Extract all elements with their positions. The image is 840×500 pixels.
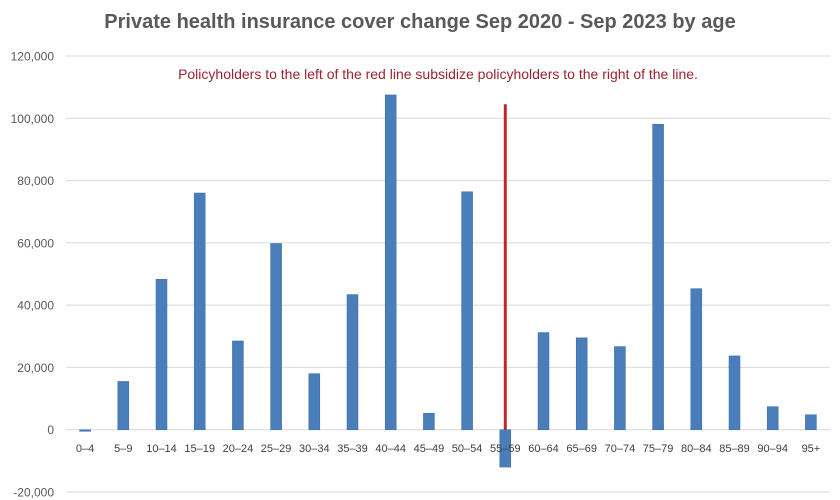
x-tick-label: 30–34 [299,443,330,455]
y-tick-label: 100,000 [11,112,55,126]
y-tick-label: 120,000 [11,50,55,64]
x-tick-label: 35–39 [337,443,368,455]
y-axis-tick-labels: -20,000 0 20,000 40,000 60,000 80,000 100,000 1… [11,50,55,500]
y-tick-label: 40,000 [17,299,54,313]
bar [614,346,626,430]
x-tick-label: 0–4 [76,443,94,455]
bar [766,406,779,430]
bar [270,243,282,430]
bar [728,355,741,430]
bar [232,340,244,430]
x-tick-label: 25–29 [261,443,292,455]
y-tick-label: 60,000 [17,236,54,250]
bar [652,123,664,430]
x-tick-label: 90–94 [757,443,788,455]
x-tick-label: 50–54 [452,443,483,455]
x-tick-label: 20–24 [223,443,254,455]
y-tick-label: 80,000 [17,174,54,188]
bar [690,288,703,430]
y-tick-label: 20,000 [17,361,54,375]
bar [423,412,435,430]
bar [805,414,817,430]
x-tick-label: 95+ [802,443,821,455]
chart-title: Private health insurance cover change Se… [104,11,735,33]
chart-annotation: Policyholders to the left of the red lin… [178,66,698,82]
bar [384,94,397,430]
bar [461,191,473,430]
bar [575,337,588,430]
x-tick-label: 80–84 [681,443,712,455]
bar [79,429,91,432]
x-tick-label: 60–64 [528,443,559,455]
x-tick-label: 40–44 [375,443,406,455]
x-axis-tick-labels: 0–4 5–9 10–14 15–19 20–24 25–29 30–34 35–39 40–4… [76,443,820,455]
y-tick-label: 0 [47,423,54,437]
x-tick-label: 55–59 [490,443,521,455]
bar [117,381,130,430]
y-tick-label: -20,000 [13,486,54,500]
x-tick-label: 70–74 [605,443,636,455]
bar [346,294,359,430]
x-tick-label: 10–14 [146,443,177,455]
x-tick-label: 45–49 [414,443,445,455]
x-tick-label: 85–89 [719,443,750,455]
x-tick-label: 75–79 [643,443,674,455]
bar [193,192,206,430]
bar [155,279,168,430]
x-tick-label: 65–69 [566,443,597,455]
bar [537,332,550,430]
x-tick-label: 15–19 [184,443,215,455]
gridlines [66,55,830,493]
x-tick-label: 5–9 [114,443,132,455]
bar [308,373,321,430]
bars [79,94,817,468]
